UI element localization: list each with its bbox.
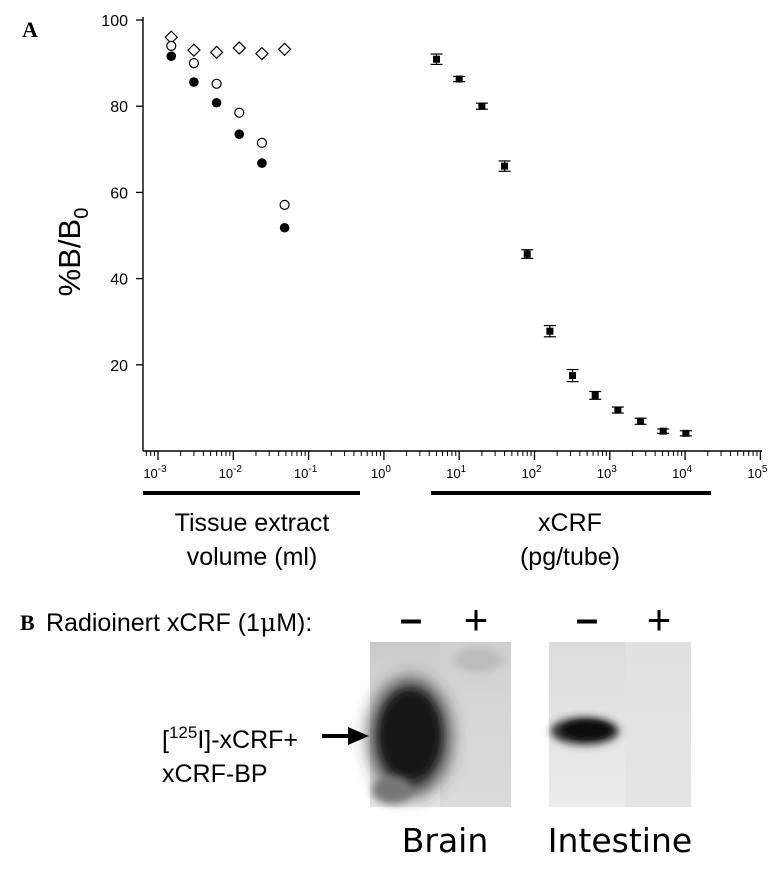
x-ticks: 10-3 10-2 10-1 100 101 102 103 104 105 bbox=[143, 451, 768, 481]
point-filled-square bbox=[637, 417, 645, 425]
point-diamond bbox=[255, 46, 269, 61]
x-tick-label: 104 bbox=[672, 464, 692, 481]
panel-b-letter: B bbox=[20, 610, 35, 635]
intestine-plus-label: + bbox=[647, 596, 672, 643]
point-filled-square bbox=[546, 327, 554, 335]
brain-minus-label: – bbox=[400, 597, 422, 641]
intestine-label: Intestine bbox=[548, 821, 692, 860]
point-filled-square bbox=[478, 102, 486, 110]
panel-b: B Radioinert xCRF (1μM): – + – + [125I]-… bbox=[20, 596, 692, 860]
x-tick-label: 105 bbox=[747, 464, 767, 481]
group-label-tissue-line2: volume (ml) bbox=[187, 543, 318, 571]
point-filled-circle bbox=[257, 158, 267, 168]
y-axis-label-subscript: 0 bbox=[71, 208, 93, 219]
y-tick-label: 80 bbox=[110, 99, 128, 116]
y-ticks: 20 40 60 80 100 bbox=[101, 13, 143, 375]
brain-blot bbox=[370, 642, 511, 807]
point-open-circle bbox=[211, 78, 222, 89]
point-filled-square bbox=[614, 406, 622, 414]
panel-a-letter: A bbox=[22, 17, 38, 42]
radioinert-label: Radioinert xCRF (1μM): bbox=[46, 608, 312, 637]
brain-label: Brain bbox=[402, 821, 489, 860]
y-tick-label: 60 bbox=[110, 185, 128, 202]
complex-label-line1: [125I]-xCRF+ bbox=[162, 723, 298, 754]
point-filled-square bbox=[501, 162, 509, 170]
intestine-minus-label: – bbox=[576, 597, 598, 641]
y-tick-label: 40 bbox=[110, 272, 128, 289]
point-diamond bbox=[209, 45, 224, 60]
x-tick-label: 10-1 bbox=[294, 464, 318, 481]
point-open-circle bbox=[166, 40, 177, 51]
point-filled-square bbox=[682, 429, 690, 437]
data-marks bbox=[164, 30, 692, 437]
point-diamond bbox=[232, 41, 247, 55]
group-label-xcrf-line1: xCRF bbox=[538, 509, 602, 537]
group-label-xcrf-line2: (pg/tube) bbox=[520, 543, 620, 571]
point-filled-square bbox=[591, 391, 599, 399]
arrow-icon bbox=[322, 727, 369, 745]
point-filled-circle bbox=[279, 222, 290, 233]
y-tick-label: 20 bbox=[110, 358, 128, 375]
point-filled-circle bbox=[234, 129, 245, 140]
point-filled-square bbox=[569, 372, 577, 380]
x-tick-label: 100 bbox=[371, 464, 391, 481]
point-open-circle bbox=[279, 199, 290, 210]
brain-plus-label: + bbox=[464, 596, 489, 643]
point-diamond bbox=[277, 42, 292, 57]
point-filled-square bbox=[523, 250, 531, 258]
point-filled-square bbox=[455, 75, 463, 83]
y-axis-label: %B/B0 bbox=[52, 208, 93, 297]
x-tick-label: 103 bbox=[597, 464, 617, 481]
intestine-blot bbox=[549, 642, 691, 807]
y-tick-label: 100 bbox=[101, 13, 128, 30]
point-filled-circle bbox=[211, 97, 222, 108]
point-filled-square bbox=[433, 55, 441, 63]
point-open-circle bbox=[234, 107, 245, 118]
x-tick-label: 10-2 bbox=[219, 464, 243, 481]
point-open-circle bbox=[256, 137, 268, 148]
point-filled-circle bbox=[166, 51, 177, 62]
point-filled-square bbox=[659, 427, 667, 435]
point-filled-circle bbox=[189, 77, 199, 87]
complex-label-line2: xCRF-BP bbox=[162, 760, 268, 788]
point-open-circle bbox=[188, 57, 200, 69]
group-label-tissue-line1: Tissue extract bbox=[175, 509, 330, 537]
x-tick-label: 101 bbox=[446, 464, 466, 481]
point-diamond bbox=[187, 43, 201, 58]
x-tick-label: 102 bbox=[521, 464, 541, 481]
x-tick-label: 10-3 bbox=[143, 464, 167, 481]
